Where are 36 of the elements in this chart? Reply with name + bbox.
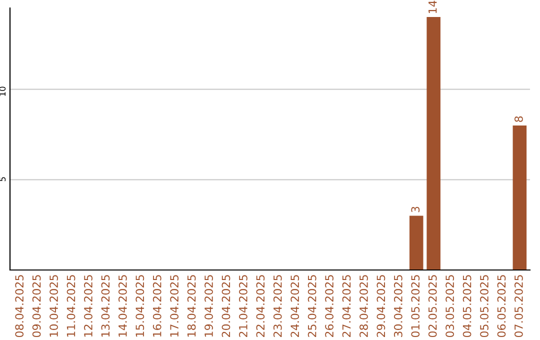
x-tick-label: 30.04.2025 <box>394 275 402 337</box>
x-tick-label: 06.05.2025 <box>497 275 506 338</box>
x-tick-label: 19.04.2025 <box>204 275 213 337</box>
bar <box>426 17 440 270</box>
x-tick-label: 17.04.2025 <box>170 275 179 337</box>
x-tick-label: 24.04.2025 <box>290 275 300 337</box>
x-tick-label: 05.05.2025 <box>480 275 488 338</box>
x-tick-label: 11.04.2025 <box>66 275 76 337</box>
x-tick-label: 14.04.2025 <box>118 275 127 337</box>
x-tick-label: 15.04.2025 <box>136 275 144 337</box>
x-tick-label: 26.04.2025 <box>325 275 334 337</box>
bar <box>409 216 424 270</box>
x-tick-label: 20.04.2025 <box>222 275 230 337</box>
x-tick-label: 29.04.2025 <box>376 275 386 337</box>
x-tick-label: 16.04.2025 <box>152 275 162 337</box>
data-label: 3 <box>411 206 420 212</box>
x-tick-label: 03.05.2025 <box>446 275 454 338</box>
x-tick-label: 13.04.2025 <box>101 275 110 337</box>
x-tick-label: 25.04.2025 <box>308 275 316 337</box>
x-tick-label: 04.05.2025 <box>462 275 472 338</box>
x-tick-label: 09.04.2025 <box>32 275 41 338</box>
x-tick-label: 27.04.2025 <box>342 275 351 337</box>
x-tick-label: 18.04.2025 <box>187 275 196 337</box>
x-tick-label: 12.04.2025 <box>84 275 92 337</box>
x-tick-label: 02.05.2025 <box>428 275 437 338</box>
x-tick-label: 10.04.2025 <box>50 275 58 337</box>
bar <box>512 125 527 270</box>
x-tick-label: 01.05.2025 <box>411 275 420 338</box>
data-label: 8 <box>514 116 523 122</box>
x-tick-label: 28.04.2025 <box>360 275 368 337</box>
x-tick-label: 23.04.2025 <box>273 275 282 337</box>
data-label: 14 <box>428 0 437 14</box>
x-tick-label: 22.04.2025 <box>256 275 265 337</box>
x-tick-label: 07.05.2025 <box>514 275 523 338</box>
x-tick-label: 21.04.2025 <box>238 275 248 337</box>
x-tick-label: 08.04.2025 <box>15 275 24 338</box>
